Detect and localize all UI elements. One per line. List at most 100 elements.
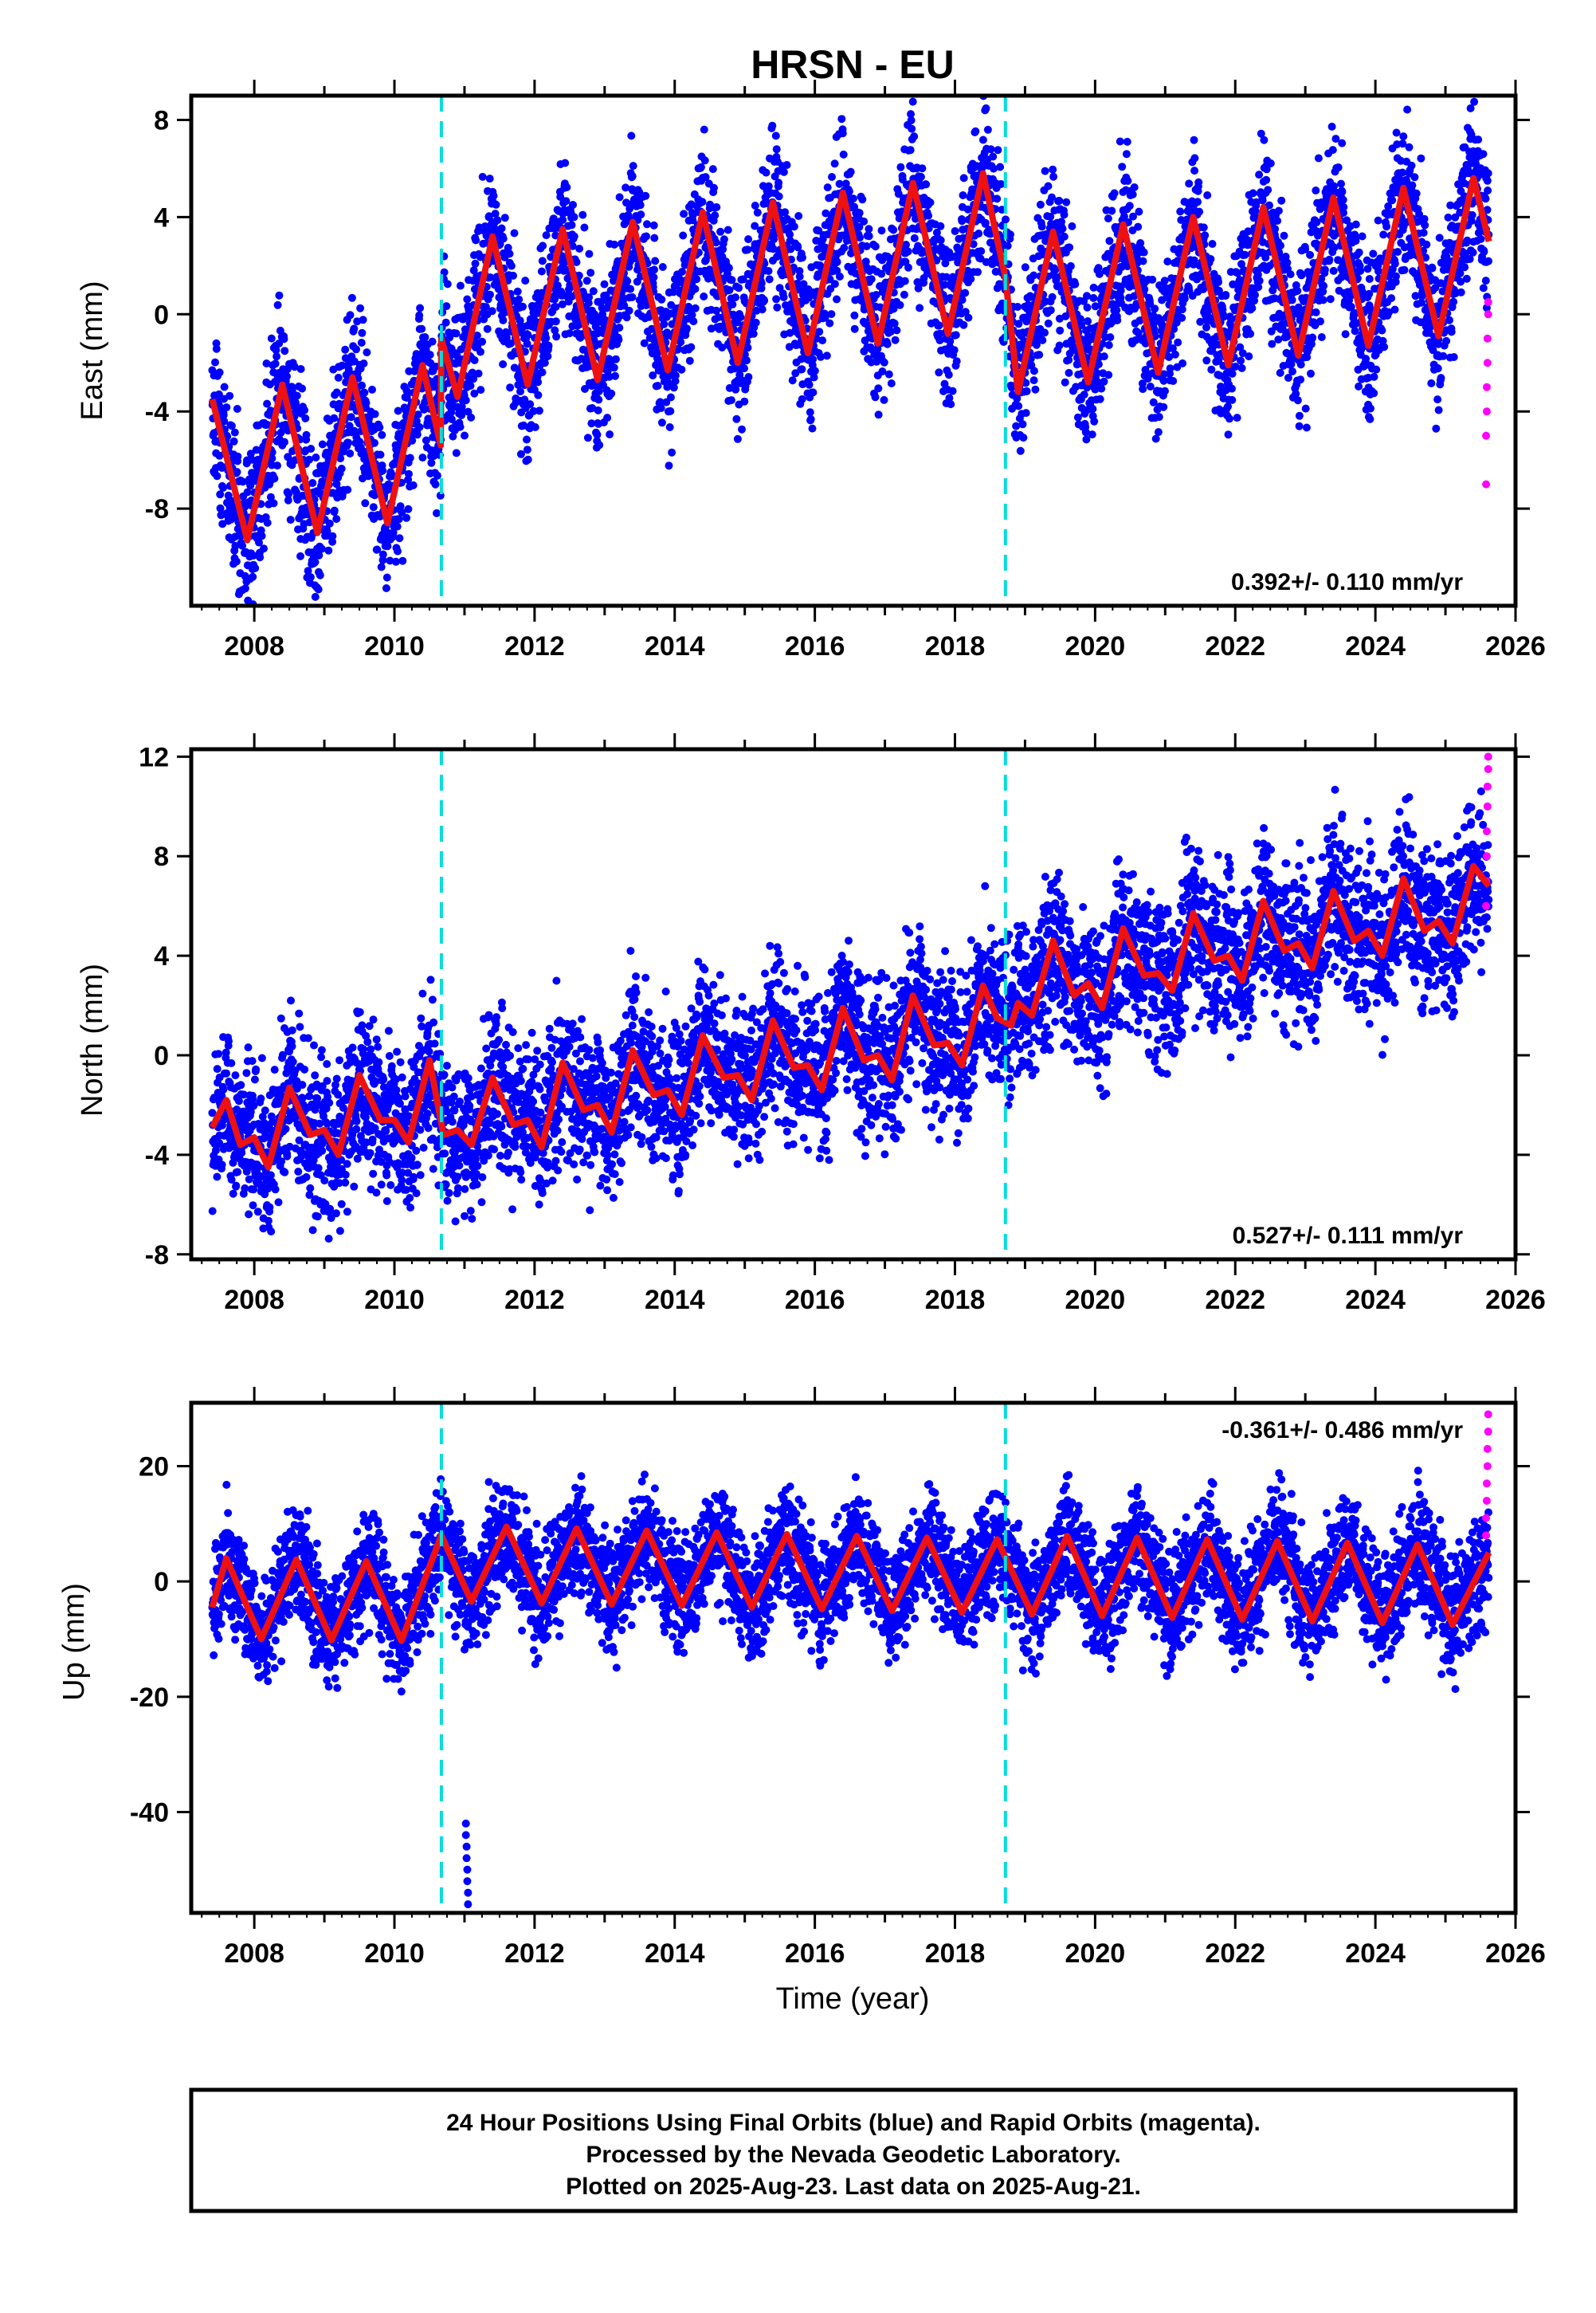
final-orbit-point (1228, 395, 1237, 404)
final-orbit-point (493, 216, 502, 225)
final-orbit-point (809, 388, 818, 397)
final-orbit-point (986, 145, 995, 154)
final-orbit-point (615, 324, 624, 332)
final-orbit-point (266, 406, 275, 415)
final-orbit-point (330, 506, 339, 515)
final-orbit-point (657, 295, 666, 304)
final-orbit-point (1081, 428, 1090, 437)
final-orbit-point (559, 215, 567, 224)
final-orbit-point (676, 338, 685, 347)
final-orbit-point (1084, 317, 1092, 325)
final-orbit-point (1391, 277, 1400, 286)
final-orbit-point (481, 303, 490, 312)
final-orbit-point (1125, 202, 1134, 210)
final-orbit-point (441, 318, 450, 327)
final-orbit-point (1255, 277, 1264, 285)
final-orbit-point (589, 287, 598, 296)
final-orbit-point (302, 430, 311, 439)
final-orbit-point (328, 537, 337, 546)
final-orbit-point (626, 285, 635, 293)
final-orbit-point (377, 563, 386, 571)
final-orbit-point (378, 430, 386, 439)
final-orbit-point (978, 135, 987, 144)
final-orbit-point (233, 468, 241, 477)
final-orbit-point (398, 556, 407, 565)
final-orbit-point (220, 417, 229, 426)
final-orbit-point (549, 214, 558, 223)
final-orbit-point (516, 387, 524, 396)
final-orbit-point (538, 368, 547, 377)
final-orbit-point (877, 226, 886, 235)
final-orbit-point (308, 479, 317, 487)
final-orbit-point (449, 432, 457, 441)
final-orbit-point (1194, 198, 1202, 206)
final-orbit-point (770, 235, 778, 244)
final-orbit-point (815, 328, 824, 336)
final-orbit-point (558, 300, 567, 308)
final-orbit-point (657, 418, 666, 427)
final-orbit-point (1222, 291, 1230, 299)
final-orbit-point (1224, 403, 1232, 411)
final-orbit-point (1108, 206, 1116, 215)
final-orbit-point (1271, 225, 1280, 234)
final-orbit-point (1006, 230, 1014, 239)
final-orbit-point (658, 263, 667, 271)
final-orbit-point (625, 306, 633, 315)
final-orbit-point (950, 346, 959, 355)
final-orbit-point (1049, 172, 1058, 181)
final-orbit-point (534, 391, 543, 399)
final-orbit-point (683, 324, 691, 333)
final-orbit-point (1116, 137, 1124, 146)
final-orbit-point (499, 360, 508, 368)
final-orbit-point (514, 380, 523, 389)
final-orbit-point (405, 469, 413, 478)
final-orbit-point (982, 104, 990, 112)
final-orbit-point (296, 365, 305, 373)
final-orbit-point (585, 293, 594, 301)
final-orbit-point (447, 408, 456, 417)
final-orbit-point (316, 571, 324, 579)
final-orbit-point (443, 280, 452, 289)
final-orbit-point (516, 450, 525, 458)
final-orbit-point (861, 257, 870, 266)
final-orbit-point (773, 303, 782, 312)
final-orbit-point (1044, 319, 1053, 328)
final-orbit-point (790, 222, 798, 231)
final-orbit-point (610, 363, 618, 372)
final-orbit-point (408, 436, 417, 445)
final-orbit-point (1159, 376, 1168, 385)
final-orbit-point (1089, 283, 1098, 292)
final-orbit-point (1276, 368, 1284, 377)
final-orbit-point (393, 522, 402, 531)
final-orbit-point (1312, 308, 1320, 316)
final-orbit-point (1248, 304, 1257, 312)
final-orbit-point (774, 179, 783, 187)
final-orbit-point (1392, 272, 1400, 281)
final-orbit-point (806, 408, 814, 417)
final-orbit-point (383, 542, 392, 551)
final-orbit-point (1297, 271, 1306, 280)
final-orbit-point (1312, 187, 1320, 194)
final-orbit-point (307, 445, 316, 453)
final-orbit-point (1048, 193, 1056, 202)
final-orbit-point (1057, 218, 1065, 226)
final-orbit-point (749, 329, 758, 338)
final-orbit-point (808, 424, 817, 433)
final-orbit-point (582, 277, 591, 285)
final-orbit-point (362, 399, 371, 407)
final-orbit-point (504, 243, 512, 252)
final-orbit-point (1106, 333, 1115, 342)
final-orbit-point (1123, 137, 1131, 146)
final-orbit-point (486, 290, 494, 299)
final-orbit-point (378, 550, 387, 559)
final-orbit-point (793, 279, 802, 288)
final-orbit-point (270, 474, 279, 483)
final-orbit-point (711, 211, 720, 220)
final-orbit-point (743, 344, 752, 352)
final-orbit-point (1293, 396, 1302, 405)
final-orbit-point (336, 454, 345, 463)
final-orbit-point (1228, 384, 1236, 393)
final-orbit-point (461, 396, 470, 405)
final-orbit-point (883, 340, 892, 348)
final-orbit-point (516, 316, 524, 325)
